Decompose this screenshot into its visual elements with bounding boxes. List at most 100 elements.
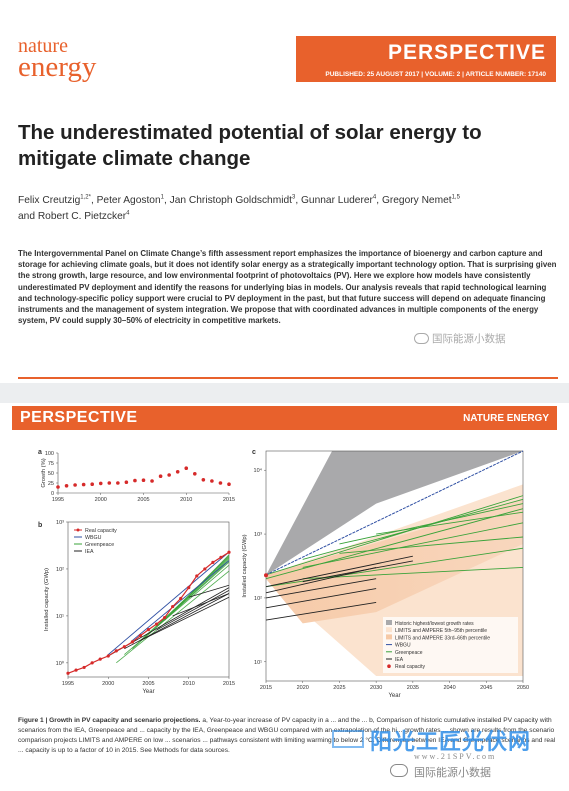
author-list: Felix Creutzig1,2*, Peter Agoston1, Jan … [18, 194, 460, 222]
panel-b-ytick-label: 10² [56, 567, 64, 573]
author[interactable]: Robert C. Pietzcker4 [37, 210, 130, 222]
panel-b-real-capacity-point [138, 634, 143, 638]
watermark-logo-icon [332, 730, 364, 748]
panel-c-greenpeace-line [265, 508, 524, 580]
author[interactable]: Gregory Nemet1,5 [381, 194, 460, 206]
panel-a-point [227, 482, 231, 487]
watermark-bottom: 阳光工匠光伏网 www.21SPV.com 国际能源小数据 [330, 724, 560, 784]
panel-b-label: b [38, 522, 42, 529]
panel-b-real-capacity-point [106, 654, 110, 658]
perspective-banner: PERSPECTIVE PUBLISHED: 25 AUGUST 2017 | … [296, 36, 556, 82]
publication-line: PUBLISHED: 25 AUGUST 2017 | VOLUME: 2 | … [325, 71, 546, 78]
author[interactable]: Felix Creutzig1,2* [18, 194, 91, 206]
panel-b-xtick-label: 2005 [142, 681, 154, 687]
panel-a-point [218, 481, 223, 485]
panel-a-point [116, 481, 120, 485]
panel-a-point [64, 484, 69, 488]
panel-c-legend-swatch [386, 634, 392, 640]
panel-a-label: a [38, 449, 42, 456]
caption-a: a, Year-to-year increase of PV capacity … [202, 717, 368, 724]
author[interactable]: Jan Christoph Goldschmidt3 [169, 194, 296, 206]
panel-b-real-capacity-point [114, 649, 118, 653]
panel-c-greenpeace-line [265, 495, 524, 576]
nature-energy-logo[interactable]: nature energy [18, 36, 96, 82]
panel-a-point [184, 466, 189, 471]
panel-c-iea-line [265, 578, 377, 599]
panel-b-real-capacity-point [98, 657, 102, 661]
author[interactable]: Peter Agoston1 [96, 194, 164, 206]
panel-a-point [175, 470, 180, 474]
panel-b-ylabel: Installed capacity (GWp) [44, 568, 50, 631]
panel-a-point [90, 482, 94, 487]
panel-c-wbgu-line [265, 450, 524, 576]
panel-b-xtick-label: 2015 [223, 681, 235, 687]
panel-c-greenpeace-line [302, 522, 524, 568]
panel-a-ylabel: Growth (%) [41, 458, 47, 487]
panel-a-xtick-label: 1995 [52, 497, 64, 503]
panel-c-greenpeace-line [339, 503, 524, 545]
figure-caption: Figure 1 | Growth in PV capacity and sce… [18, 716, 558, 756]
watermark-bottom-cn: 国际能源小数据 [414, 767, 491, 779]
panel-c-ylabel: Installed capacity (GWp) [242, 534, 248, 597]
abstract: The Intergovernmental Panel on Climate C… [18, 249, 557, 326]
panel-c-xtick-label: 2025 [333, 685, 345, 691]
panel-c-iea-line [265, 555, 413, 588]
panel-b-ytick-label: 10¹ [56, 614, 64, 620]
panel-b-wbgu-line [107, 551, 230, 655]
panel-b-legend-label: Real capacity [85, 528, 117, 534]
panel-b-xlabel: Year [142, 689, 154, 695]
panel-b-greenpeace-line [180, 555, 230, 605]
panel-c-greenpeace-line [302, 567, 524, 580]
panel-a-point [150, 479, 154, 483]
panel-a-ytick-label: 50 [48, 471, 54, 477]
panel-c-ytick-label: 10¹ [254, 660, 262, 666]
panel-b-real-capacity-point [163, 616, 167, 620]
watermark-top: 国际能源小数据 [414, 331, 506, 346]
perspective-banner-2: PERSPECTIVE NATURE ENERGY [12, 406, 557, 430]
panel-b-greenpeace-line [116, 570, 230, 664]
logo-line1: nature [18, 35, 68, 57]
panel-b-legend-marker [76, 528, 80, 532]
panel-b-real-capacity-point [66, 671, 70, 675]
panel-b-greenpeace-line [124, 564, 230, 655]
panel-a-point [210, 479, 214, 483]
panel-b-iea-line [188, 584, 230, 598]
panel-a-ytick-label: 25 [48, 481, 54, 487]
panel-c-legend-label: LIMITS and AMPERE 33rd–66th percentile [395, 635, 490, 641]
panel-b-greenpeace-line [172, 560, 230, 613]
panel-b-real-capacity-point [171, 604, 175, 609]
panel-c-band-inner [266, 499, 523, 624]
panel-a-point [81, 482, 86, 487]
panel-c-xtick-label: 2020 [297, 685, 309, 691]
panel-b-iea-line [172, 593, 230, 617]
panel-a-point [201, 478, 206, 482]
wechat-icon-2 [390, 764, 408, 777]
panel-a-ytick-label: 100 [45, 451, 54, 457]
panel-c-xlabel: Year [388, 693, 400, 699]
panel-c-greenpeace-line [339, 536, 524, 554]
author-affiliation: 1,5 [451, 194, 460, 201]
logo-line2: energy [18, 51, 97, 83]
panel-c-legend-bg [383, 617, 518, 673]
author[interactable]: Gunnar Luderer4 [300, 194, 377, 206]
panel-b-xtick-label: 1995 [62, 681, 74, 687]
section-label-2: PERSPECTIVE [20, 409, 138, 426]
panel-c-greenpeace-line [302, 498, 524, 560]
panel-b-ytick-label: 10⁰ [56, 660, 65, 667]
author-affiliation: 4 [126, 210, 130, 217]
panel-a-point [98, 481, 103, 486]
panel-a-ytick-label: 75 [48, 461, 54, 467]
panel-a-xtick-label: 2010 [180, 497, 192, 503]
panel-b-real-capacity-point [130, 640, 134, 644]
panel-b-real-capacity-point [195, 574, 199, 578]
panel-c-xtick-label: 2030 [370, 685, 382, 691]
panel-c-ytick-label: 10³ [254, 532, 262, 538]
panel-b-legend-label: WBGU [85, 535, 102, 541]
panel-a-point [56, 485, 60, 489]
panel-b-legend-label: Greenpeace [85, 542, 114, 548]
panel-c-legend-label: Real capacity [395, 664, 426, 670]
panel-c-historic-band [266, 451, 523, 576]
panel-c-xtick-label: 2015 [260, 685, 272, 691]
panel-c-legend-label: Historic highest/lowest growth rates [395, 621, 474, 627]
